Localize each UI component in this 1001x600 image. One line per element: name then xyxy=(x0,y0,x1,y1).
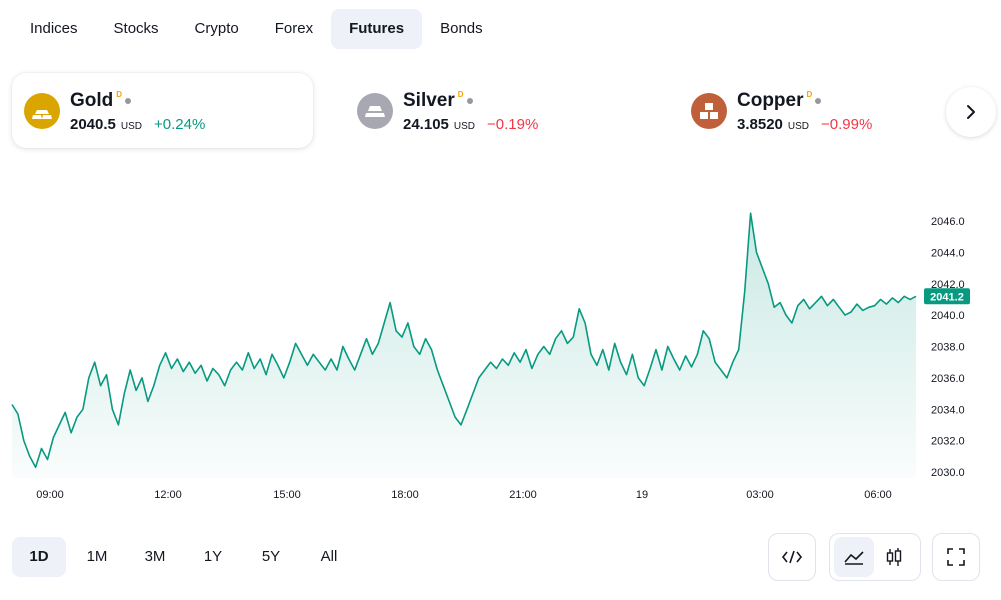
range-3m[interactable]: 3M xyxy=(144,548,166,565)
range-1y[interactable]: 1Y xyxy=(203,548,223,565)
candles-icon xyxy=(886,548,902,566)
code-embed-icon xyxy=(781,550,803,564)
chevron-right-icon xyxy=(967,105,975,119)
market-status-dot xyxy=(466,97,473,104)
y-tick-label: 2030.0 xyxy=(931,467,965,479)
ticker-badge: D xyxy=(116,89,123,99)
x-tick-label: 15:00 xyxy=(273,489,301,501)
chart-style-group xyxy=(829,533,921,581)
ticker-change: −0.99% xyxy=(821,115,873,133)
ticker-card-gold[interactable]: Gold D 2040.5 USD +0.24% xyxy=(12,73,313,148)
area-chart-icon xyxy=(844,551,864,565)
time-range-selector: 1D 1M 3M 1Y 5Y All xyxy=(12,537,360,577)
copper-blocks-icon xyxy=(691,92,727,129)
ticker-change: −0.19% xyxy=(487,115,539,133)
price-line xyxy=(11,212,917,469)
range-1d[interactable]: 1D xyxy=(12,537,66,577)
ticker-price: 3.8520 xyxy=(737,115,783,133)
y-tick-label: 2036.0 xyxy=(931,373,965,385)
x-tick-label: 18:00 xyxy=(391,489,419,501)
fullscreen-button[interactable] xyxy=(936,537,976,577)
svg-text:2041.2: 2041.2 xyxy=(930,291,964,303)
market-tabs: Indices Stocks Crypto Forex Futures Bond… xyxy=(12,9,501,49)
y-tick-label: 2046.0 xyxy=(931,216,965,228)
y-tick-label: 2042.0 xyxy=(931,279,965,291)
x-tick-label: 06:00 xyxy=(864,489,892,501)
x-tick-label: 09:00 xyxy=(36,489,64,501)
ticker-currency: USD xyxy=(787,120,810,132)
silver-bars-icon xyxy=(357,92,393,129)
x-tick-label: 19 xyxy=(636,489,648,501)
ticker-price: 2040.5 xyxy=(70,115,116,133)
y-tick-label: 2032.0 xyxy=(931,436,965,448)
price-chart[interactable]: 2046.0 2044.0 2042.0 2040.0 2038.0 2036.0 2034… xyxy=(0,170,1001,510)
tab-stocks[interactable]: Stocks xyxy=(113,20,159,37)
ticker-card-copper[interactable]: Copper D 3.8520 USD −0.99% xyxy=(679,73,939,148)
ticker-change: +0.24% xyxy=(154,115,206,133)
ticker-currency: USD xyxy=(120,120,143,132)
x-tick-label: 03:00 xyxy=(746,489,774,501)
ticker-badge: D xyxy=(457,89,464,99)
range-all[interactable]: All xyxy=(320,548,338,565)
price-area xyxy=(12,213,916,478)
fullscreen-icon xyxy=(947,548,965,566)
y-tick-label: 2044.0 xyxy=(931,247,965,259)
embed-button[interactable] xyxy=(772,537,812,577)
x-axis: 09:00 12:00 15:00 18:00 21:00 19 03:00 06:00 xyxy=(36,489,892,501)
ticker-price: 24.105 xyxy=(403,115,449,133)
ticker-name: Gold xyxy=(70,89,114,111)
tab-bonds[interactable]: Bonds xyxy=(440,20,483,37)
tab-indices[interactable]: Indices xyxy=(30,20,78,37)
fullscreen-group xyxy=(932,533,980,581)
gold-bars-icon xyxy=(24,92,60,129)
last-price-label: 2041.2 xyxy=(924,288,970,305)
range-1m[interactable]: 1M xyxy=(86,548,108,565)
ticker-currency: USD xyxy=(453,120,476,132)
x-tick-label: 21:00 xyxy=(509,489,537,501)
y-axis: 2046.0 2044.0 2042.0 2040.0 2038.0 2036.0 2034… xyxy=(931,216,965,479)
ticker-name: Silver xyxy=(403,89,455,111)
tab-forex[interactable]: Forex xyxy=(274,20,314,37)
x-tick-label: 12:00 xyxy=(154,489,182,501)
next-tickers-button[interactable] xyxy=(946,87,996,137)
y-tick-label: 2034.0 xyxy=(931,404,965,416)
candles-chart-button[interactable] xyxy=(874,537,914,577)
tab-futures[interactable]: Futures xyxy=(331,9,423,49)
area-chart-button[interactable] xyxy=(834,537,874,577)
market-status-dot xyxy=(815,97,822,104)
y-tick-label: 2040.0 xyxy=(931,310,965,322)
embed-group xyxy=(768,533,816,581)
market-status-dot xyxy=(125,97,132,104)
ticker-name: Copper xyxy=(737,89,804,111)
range-5y[interactable]: 5Y xyxy=(261,548,281,565)
y-tick-label: 2038.0 xyxy=(931,342,965,354)
tab-crypto[interactable]: Crypto xyxy=(194,20,239,37)
ticker-card-silver[interactable]: Silver D 24.105 USD −0.19% xyxy=(345,73,645,148)
ticker-badge: D xyxy=(806,89,813,99)
